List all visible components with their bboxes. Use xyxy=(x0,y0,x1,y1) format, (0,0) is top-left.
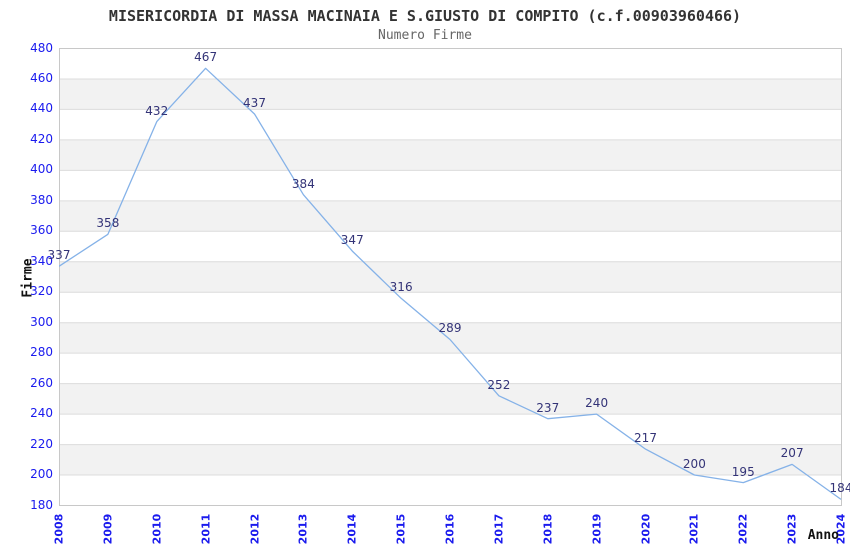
x-tick-label: 2017 xyxy=(492,513,506,545)
x-tick-label: 2015 xyxy=(394,513,408,545)
band xyxy=(59,261,842,293)
band xyxy=(59,78,842,110)
data-point-label: 316 xyxy=(389,280,413,295)
y-axis-title: Firme xyxy=(20,258,36,298)
y-tick-label: 380 xyxy=(30,192,53,207)
band xyxy=(59,322,842,354)
data-point-label: 347 xyxy=(340,233,364,248)
y-tick-label: 420 xyxy=(30,131,53,146)
x-tick-label: 2019 xyxy=(590,513,604,545)
data-point-label: 240 xyxy=(585,396,609,411)
band xyxy=(59,139,842,171)
y-tick-label: 240 xyxy=(30,406,53,421)
data-point-label: 200 xyxy=(682,457,706,472)
x-tick-label: 2009 xyxy=(101,513,115,545)
x-axis-title: Anno xyxy=(807,528,839,543)
data-point-label: 252 xyxy=(487,377,511,392)
band xyxy=(59,200,842,232)
y-tick-label: 220 xyxy=(30,436,53,451)
band xyxy=(59,444,842,476)
x-tick-label: 2012 xyxy=(248,513,261,545)
y-tick-label: 260 xyxy=(30,375,53,390)
x-tick-label: 2022 xyxy=(736,513,750,545)
plot-border xyxy=(59,48,842,506)
data-point-label: 217 xyxy=(634,431,657,446)
x-tick-label: 2016 xyxy=(443,513,457,545)
y-tick-label: 280 xyxy=(30,345,53,360)
y-tick-label: 300 xyxy=(30,314,53,329)
y-tick-label: 400 xyxy=(30,162,53,177)
x-tick-label: 2014 xyxy=(345,513,359,545)
y-tick-label: 360 xyxy=(30,223,53,238)
data-point-label: 207 xyxy=(780,446,804,461)
x-tick-label: 2021 xyxy=(687,513,701,545)
y-tick-label: 320 xyxy=(30,284,53,299)
data-point-label: 437 xyxy=(243,96,266,110)
y-tick-label: 440 xyxy=(30,101,53,116)
data-point-label: 195 xyxy=(731,464,755,479)
x-tick-label: 2020 xyxy=(639,513,652,545)
x-tick-label: 2018 xyxy=(541,513,555,545)
data-point-label: 384 xyxy=(291,176,315,191)
data-point-label: 337 xyxy=(47,248,71,263)
x-tick-label: 2013 xyxy=(296,513,310,545)
x-tick-label: 2011 xyxy=(199,513,213,545)
band xyxy=(59,383,842,415)
y-tick-label: 180 xyxy=(30,497,53,512)
data-point-label: 184 xyxy=(829,481,850,496)
data-point-label: 432 xyxy=(145,103,169,118)
data-point-label: 358 xyxy=(96,216,120,231)
data-line xyxy=(59,67,842,500)
chart-subtitle: Numero Firme xyxy=(378,28,472,43)
data-point-label: 237 xyxy=(536,400,560,415)
data-point-label: 289 xyxy=(438,321,462,336)
chart-title: MISERICORDIA DI MASSA MACINAIA E S.GIUST… xyxy=(108,7,742,25)
x-tick-label: 2008 xyxy=(52,513,66,545)
x-tick-label: 2023 xyxy=(785,513,799,545)
plot-area xyxy=(59,48,842,506)
data-point-label: 467 xyxy=(194,50,218,65)
y-tick-label: 480 xyxy=(30,40,53,55)
y-tick-label: 460 xyxy=(30,70,53,85)
y-tick-label: 340 xyxy=(30,253,53,268)
x-tick-label: 2010 xyxy=(150,513,164,545)
y-tick-label: 200 xyxy=(30,467,53,482)
